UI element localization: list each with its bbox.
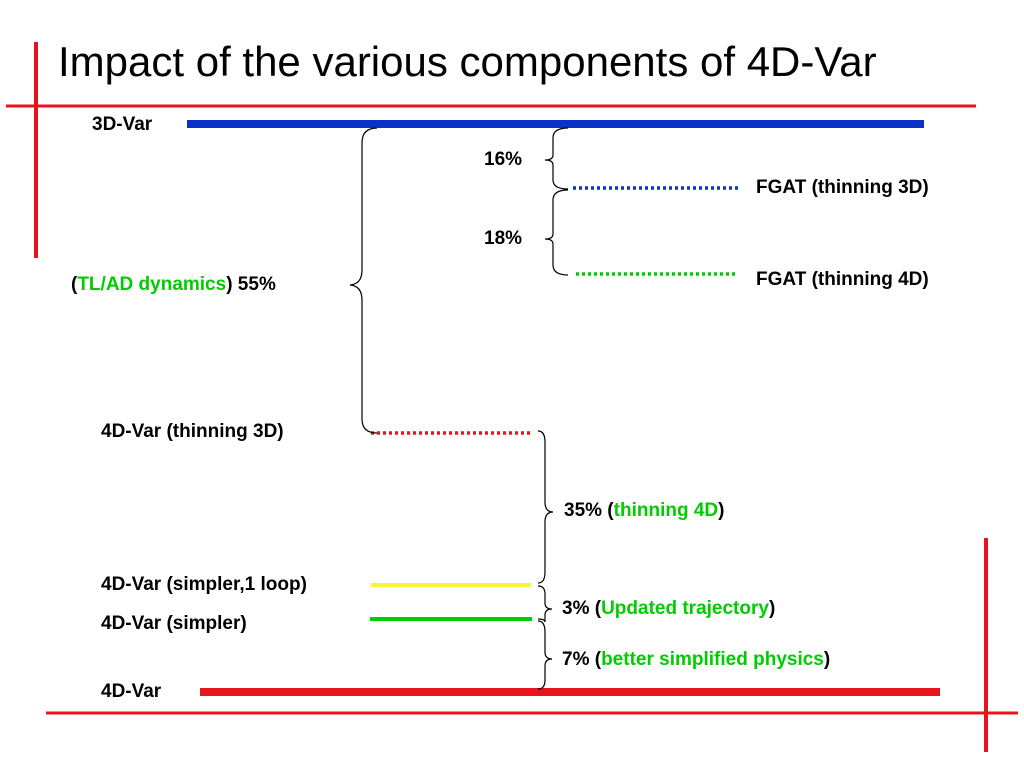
brace-thinning4d — [537, 430, 554, 584]
impact-18: 18% — [484, 228, 523, 249]
impact-tlad-rest: ) 55% — [226, 274, 276, 295]
label-4dvar-simpler-1loop: 4D-Var (simpler,1 loop) — [101, 574, 307, 595]
impact-physics-pre: 7% ( — [562, 649, 602, 670]
impact-thinning4d-pre: 35% ( — [564, 500, 614, 521]
impact-thinning4d: 35% (thinning 4D) — [564, 500, 724, 522]
impact-16: 16% — [484, 149, 523, 170]
brace-physics — [537, 620, 553, 690]
brace-tlad — [349, 127, 378, 434]
label-4dvar: 4D-Var — [101, 681, 162, 702]
label-fgat-thin4d: FGAT (thinning 4D) — [756, 269, 929, 290]
impact-trajectory-post: ) — [768, 598, 776, 619]
impact-thinning4d-post: ) — [718, 500, 725, 521]
impact-trajectory: 3% (Updated trajectory) — [562, 598, 775, 620]
label-4dvar-thin3d: 4D-Var (thinning 3D) — [101, 421, 284, 442]
impact-trajectory-pre: 3% ( — [562, 598, 602, 619]
label-fgat-thin3d: FGAT (thinning 3D) — [756, 177, 929, 198]
brace-18 — [544, 189, 569, 276]
label-4dvar-simpler: 4D-Var (simpler) — [101, 613, 247, 634]
slide-title: Impact of the various components of 4D-V… — [58, 38, 877, 85]
impact-physics-post: ) — [823, 649, 831, 670]
impact-trajectory-term: Updated trajectory — [601, 598, 769, 619]
impact-tlad: (TL/AD dynamics) 55% — [71, 274, 276, 296]
impact-thinning4d-term: thinning 4D — [613, 500, 719, 521]
impact-tlad-open: ( — [71, 274, 78, 295]
brace-trajectory — [537, 585, 553, 623]
label-3dvar: 3D-Var — [92, 114, 153, 135]
brace-16 — [544, 127, 569, 190]
braces — [349, 127, 569, 690]
impact-physics: 7% (better simplified physics) — [562, 649, 830, 671]
impact-tlad-term: TL/AD dynamics — [77, 274, 227, 295]
impact-physics-term: better simplified physics — [601, 649, 824, 670]
